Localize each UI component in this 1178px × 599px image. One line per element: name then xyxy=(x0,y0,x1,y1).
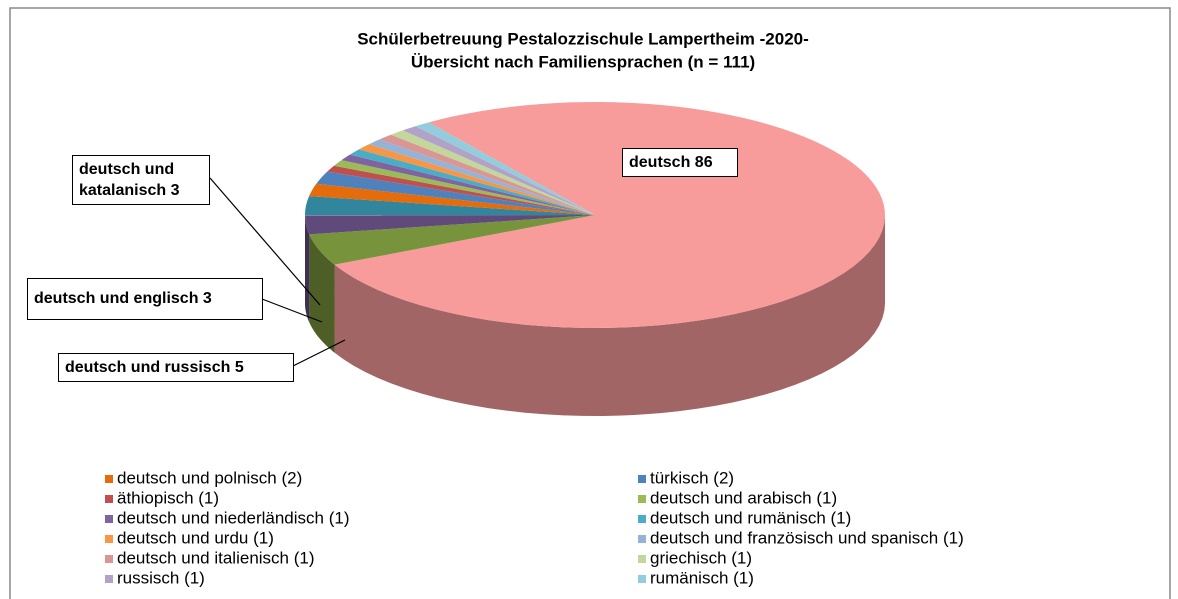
slice-side-shade xyxy=(305,215,310,323)
data-label: deutsch und englisch 3 xyxy=(27,278,263,320)
slice xyxy=(333,160,595,215)
slice xyxy=(368,139,595,215)
slice xyxy=(327,165,595,215)
legend-swatch xyxy=(105,575,113,583)
legend-label: deutsch und italienisch (1) xyxy=(117,548,315,567)
chart-title: Schülerbetreuung Pestalozzischule Lamper… xyxy=(357,29,809,48)
slice xyxy=(309,183,595,215)
legend-label: deutsch und polnisch (2) xyxy=(117,468,302,487)
legend-label: deutsch und urdu (1) xyxy=(117,528,274,547)
legend-swatch xyxy=(638,515,646,523)
chart-subtitle: Übersicht nach Familiensprachen (n = 111… xyxy=(411,52,755,71)
legend-swatch xyxy=(105,555,113,563)
legend-label: griechisch (1) xyxy=(650,548,752,567)
slice-side xyxy=(334,215,885,416)
legend-swatch xyxy=(105,535,113,543)
slice-side xyxy=(305,215,310,323)
legend-swatch xyxy=(638,495,646,503)
frame xyxy=(9,7,1171,599)
slice xyxy=(334,102,885,328)
data-label: deutsch und russisch 5 xyxy=(58,353,294,382)
legend-swatch xyxy=(105,515,113,523)
slice xyxy=(379,134,595,215)
slice xyxy=(305,196,595,216)
slice xyxy=(415,122,595,215)
slice xyxy=(390,130,595,215)
legend-swatch xyxy=(638,475,646,483)
legend-label: deutsch und niederländisch (1) xyxy=(117,508,349,527)
leader-line xyxy=(261,298,323,323)
slice xyxy=(316,171,595,215)
slice-side-shade xyxy=(334,215,885,416)
leader-line xyxy=(209,177,321,306)
legend-swatch xyxy=(105,475,113,483)
legend-label: deutsch und französisch und spanisch (1) xyxy=(650,528,964,547)
data-label: deutsch und katalanisch 3 xyxy=(72,155,210,205)
legend-label: äthiopisch (1) xyxy=(117,488,219,507)
legend-swatch xyxy=(638,535,646,543)
slice xyxy=(309,215,595,265)
slice xyxy=(349,149,595,215)
legend-label: deutsch und rumänisch (1) xyxy=(650,508,851,527)
legend-label: rumänisch (1) xyxy=(650,568,754,587)
slice xyxy=(305,215,595,235)
legend-label: türkisch (2) xyxy=(650,468,734,487)
legend-swatch xyxy=(638,555,646,563)
legend-swatch xyxy=(105,495,113,503)
slice xyxy=(359,144,595,215)
legend-label: russisch (1) xyxy=(117,568,205,587)
legend-swatch xyxy=(638,575,646,583)
slice xyxy=(402,126,595,215)
data-label: deutsch 86 xyxy=(622,148,738,177)
legend-label: deutsch und arabisch (1) xyxy=(650,488,837,507)
leader-line xyxy=(292,339,346,367)
slice-side-shade xyxy=(309,234,335,353)
slice-side xyxy=(309,234,335,353)
slice xyxy=(341,154,595,215)
